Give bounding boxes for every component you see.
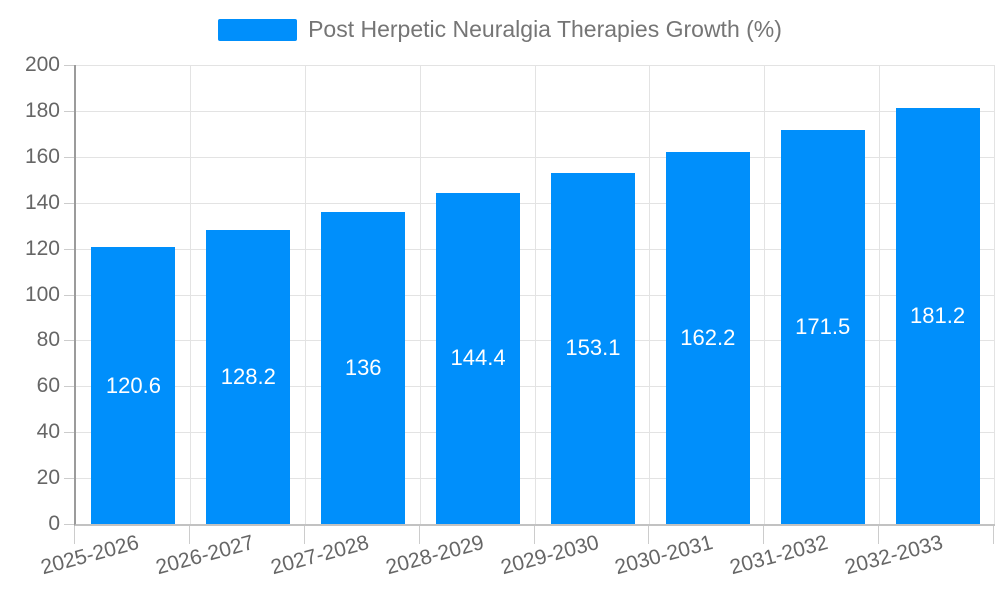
bar-value-label: 162.2: [680, 324, 736, 350]
x-axis-tick: [648, 526, 650, 544]
y-axis-tick: [64, 156, 74, 158]
gridline-vertical: [649, 65, 651, 524]
bar[interactable]: 181.2: [895, 108, 980, 524]
x-axis-tick: [303, 526, 305, 544]
bar[interactable]: 153.1: [550, 172, 635, 524]
y-axis-tick-label: 0: [48, 512, 60, 535]
gridline-vertical: [534, 65, 536, 524]
gridline-vertical: [879, 65, 881, 524]
gridline-vertical: [419, 65, 421, 524]
gridline-horizontal: [76, 340, 995, 342]
y-axis-tick-label: 20: [36, 466, 60, 490]
bar-value-label: 153.1: [565, 335, 621, 361]
y-axis-tick: [64, 524, 74, 525]
x-axis-tick: [74, 526, 75, 544]
y-axis-tick-label: 180: [24, 98, 60, 122]
gridline-vertical: [189, 65, 191, 524]
bar-value-label: 128.2: [220, 363, 276, 389]
gridline-horizontal: [76, 432, 995, 434]
bar[interactable]: 171.5: [780, 130, 865, 524]
bar[interactable]: 120.6: [91, 247, 176, 524]
y-axis-tick-label: 100: [24, 282, 60, 306]
bar-value-label: 120.6: [105, 372, 161, 398]
bar[interactable]: 136: [321, 211, 406, 524]
bar[interactable]: 128.2: [206, 229, 291, 524]
gridline-horizontal: [76, 110, 995, 112]
x-axis-tick: [763, 526, 765, 544]
y-axis-tick: [64, 432, 74, 434]
y-axis-tick-label: 120: [24, 236, 60, 260]
x-axis-tick: [418, 526, 420, 544]
x-axis-label-anchor: 2032-2033: [690, 531, 946, 579]
gridline-horizontal: [76, 386, 995, 388]
y-axis-tick: [64, 478, 74, 480]
y-axis-tick: [64, 202, 74, 204]
bar-value-label: 144.4: [450, 345, 506, 371]
gridline-horizontal: [76, 478, 995, 480]
legend-series-label: Post Herpetic Neuralgia Therapies Growth…: [308, 16, 782, 42]
bar[interactable]: 162.2: [665, 151, 750, 524]
x-axis-tick: [188, 526, 190, 544]
gridline-horizontal: [76, 294, 995, 296]
gridline-vertical: [994, 65, 995, 524]
bar-value-label: 181.2: [910, 303, 966, 329]
gridline-horizontal: [76, 248, 995, 250]
y-axis-tick: [64, 294, 74, 296]
y-axis-tick-label: 60: [36, 374, 60, 398]
y-axis-tick-label: 80: [36, 328, 60, 352]
x-axis-tick-label: 2032-2033: [842, 531, 946, 580]
plot-area: 120.6 128.2 136 144.4 153.1 162.2 171.5 181.2: [74, 65, 995, 526]
legend-series-marker: [218, 18, 298, 41]
gridline-horizontal: [76, 202, 995, 204]
bar-value-label: 136: [344, 354, 382, 380]
y-axis-tick: [64, 110, 74, 112]
gridline-horizontal: [76, 65, 995, 66]
y-axis-tick: [64, 248, 74, 250]
chart-legend[interactable]: Post Herpetic Neuralgia Therapies Growth…: [0, 16, 1000, 43]
x-axis-tick: [533, 526, 535, 544]
gridline-vertical: [764, 65, 766, 524]
x-axis-tick: [993, 526, 994, 544]
y-axis-tick-label: 160: [24, 144, 60, 168]
gridline-horizontal: [76, 156, 995, 158]
y-axis-tick-label: 140: [24, 190, 60, 214]
bar-value-label: 171.5: [795, 314, 851, 340]
gridline-vertical: [304, 65, 306, 524]
y-axis-tick: [64, 65, 74, 66]
y-axis-tick: [64, 386, 74, 388]
y-axis-tick: [64, 340, 74, 342]
bar[interactable]: 144.4: [436, 192, 521, 524]
x-axis-tick: [878, 526, 880, 544]
y-axis-tick-label: 40: [36, 420, 60, 444]
y-axis-tick-label: 200: [24, 53, 60, 76]
